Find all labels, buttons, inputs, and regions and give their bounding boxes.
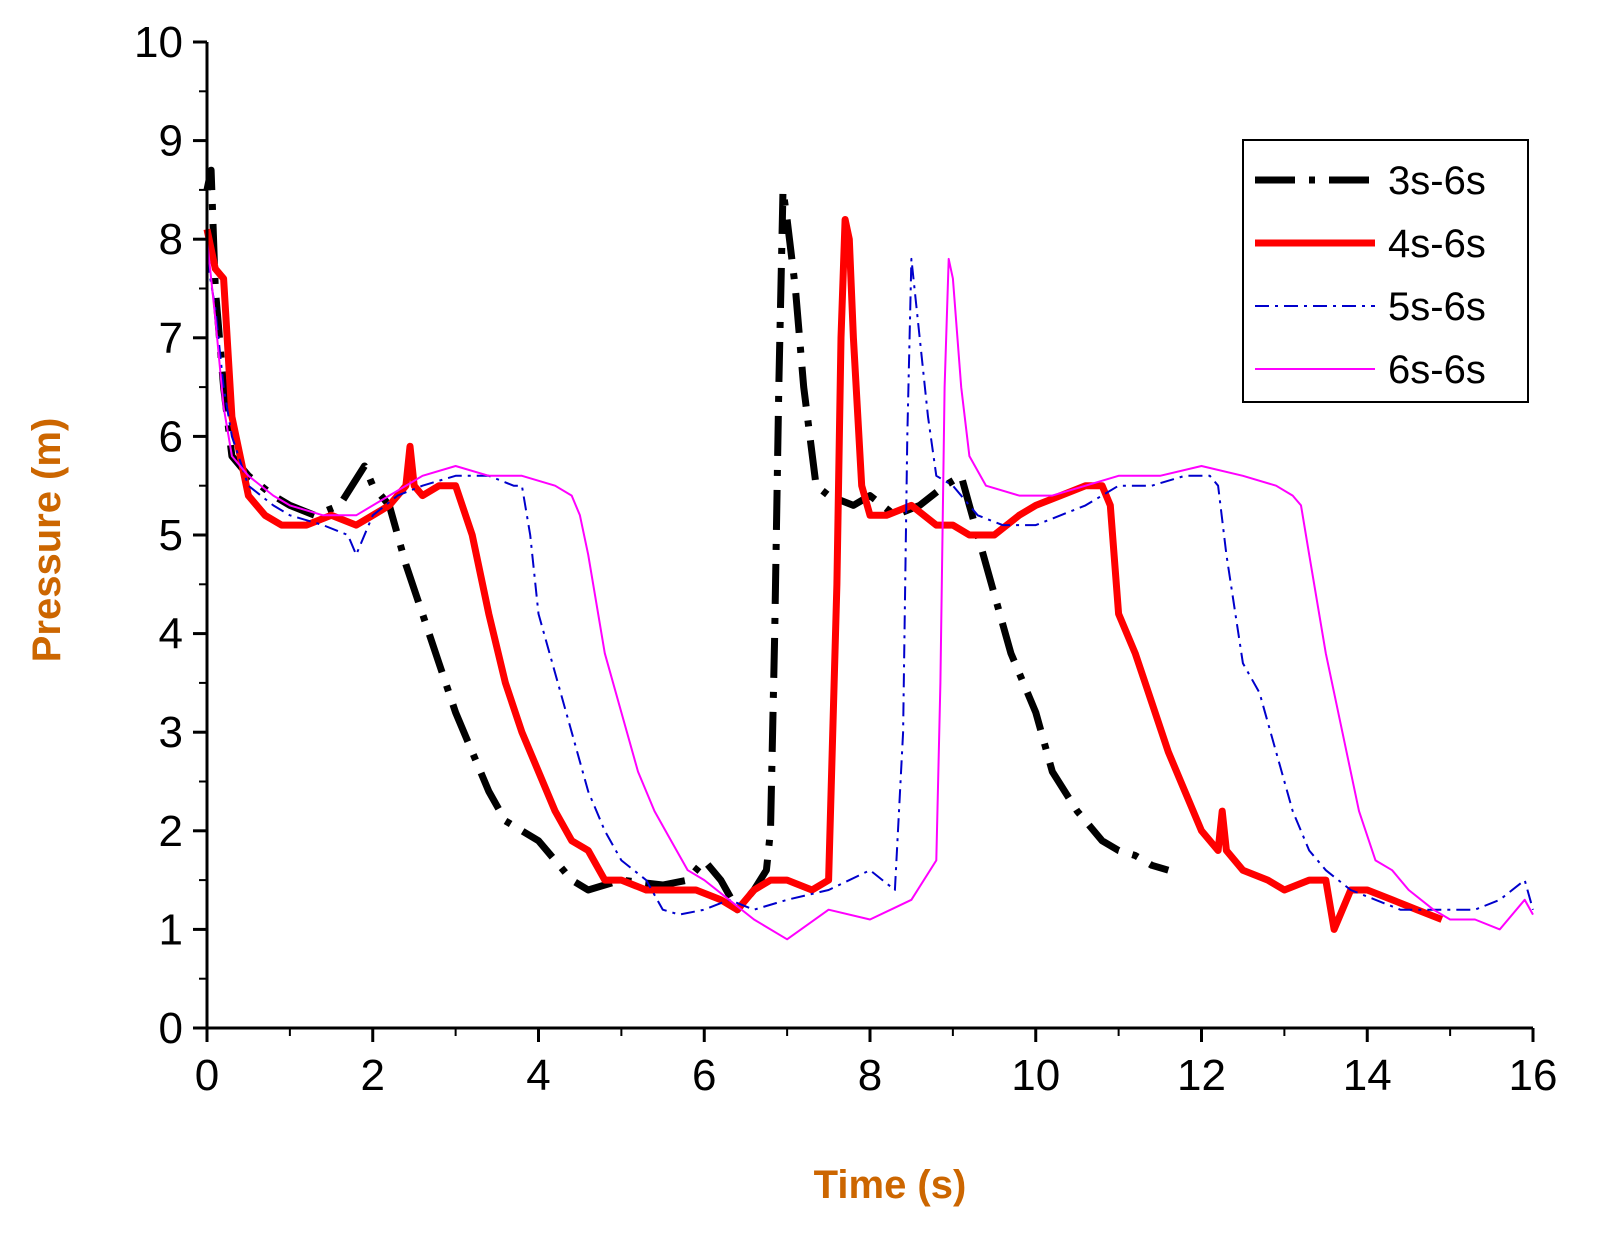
y-tick-label: 9 — [159, 117, 183, 166]
x-tick-label: 2 — [361, 1051, 385, 1100]
y-tick-label: 0 — [159, 1004, 183, 1053]
legend: 3s-6s 4s-6s 5s-6s 6s-6s — [1242, 139, 1529, 403]
y-tick-label: 1 — [159, 905, 183, 954]
y-tick-label: 8 — [159, 215, 183, 264]
legend-label-3: 5s-6s — [1388, 285, 1486, 329]
x-tick-label: 16 — [1509, 1051, 1558, 1100]
y-tick-label: 7 — [159, 314, 183, 363]
legend-label-2: 4s-6s — [1388, 222, 1486, 266]
series-line-1 — [203, 166, 1170, 914]
series-line-3 — [206, 257, 1534, 916]
legend-box — [1242, 139, 1529, 403]
x-tick-label: 8 — [858, 1051, 882, 1100]
y-axis-title: Pressure (m) — [25, 418, 69, 663]
legend-label-4: 6s-6s — [1388, 348, 1486, 392]
x-tick-label: 12 — [1177, 1051, 1226, 1100]
y-tick-label: 5 — [159, 511, 183, 560]
x-tick-label: 10 — [1011, 1051, 1060, 1100]
y-tick-label: 6 — [159, 412, 183, 461]
series-line-2 — [203, 216, 1444, 933]
legend-label-1: 3s-6s — [1388, 159, 1486, 203]
x-tick-label: 14 — [1343, 1051, 1392, 1100]
y-tick-label: 4 — [159, 610, 183, 659]
x-axis-title: Time (s) — [814, 1163, 967, 1207]
y-tick-label: 10 — [134, 18, 183, 67]
y-tick-label: 3 — [159, 708, 183, 757]
series-layer — [203, 166, 1534, 941]
x-tick-label: 4 — [526, 1051, 550, 1100]
x-tick-label: 6 — [692, 1051, 716, 1100]
series-line-4 — [206, 239, 1534, 941]
x-tick-label: 0 — [195, 1051, 219, 1100]
y-tick-label: 2 — [159, 807, 183, 856]
